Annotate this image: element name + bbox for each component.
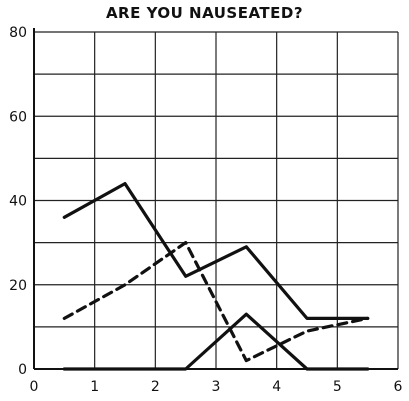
chart-title: ARE YOU NAUSEATED?	[105, 4, 304, 22]
x-tick-label: 2	[151, 379, 160, 395]
y-tick-label: 60	[9, 109, 27, 125]
series-line-1	[62, 182, 370, 320]
series-lines	[62, 182, 370, 371]
x-tick-label: 3	[212, 379, 221, 395]
grid-lines	[34, 31, 399, 369]
series-line-2	[62, 241, 370, 363]
x-tick-label: 0	[30, 379, 39, 395]
y-tick-label: 80	[9, 25, 27, 41]
y-tick-label: 20	[9, 278, 27, 294]
x-tick-label: 4	[272, 379, 281, 395]
series-line-3	[62, 312, 370, 371]
x-tick-label: 1	[90, 379, 99, 395]
x-tick-label: 6	[394, 379, 403, 395]
y-tick-label: 0	[18, 362, 27, 378]
x-tick-label: 5	[333, 379, 342, 395]
y-tick-label: 40	[9, 194, 27, 210]
